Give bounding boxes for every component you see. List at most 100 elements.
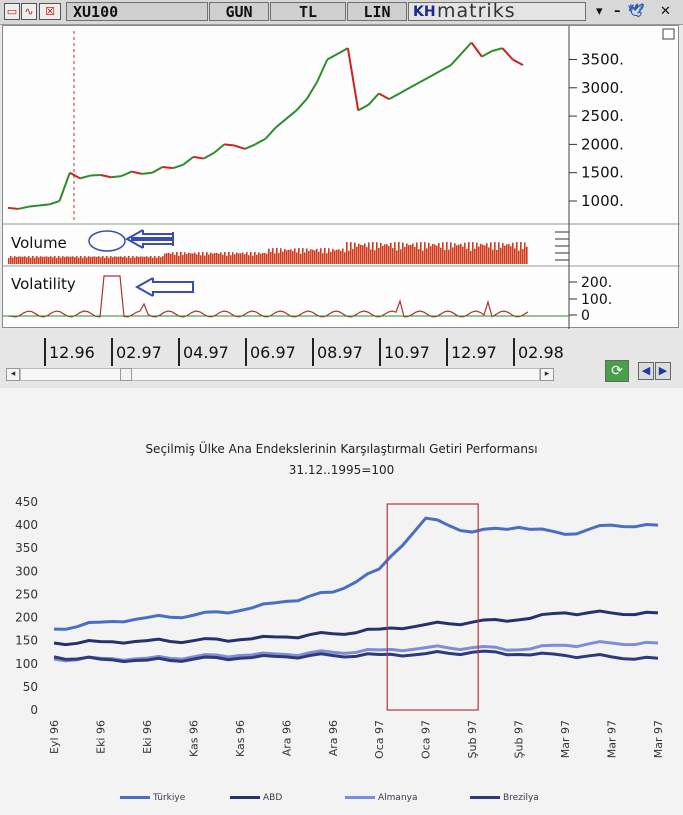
volume-bar <box>116 256 118 264</box>
x-tick-label: 10.97 <box>384 343 430 362</box>
volume-bar <box>80 256 82 264</box>
scale-button[interactable]: LIN <box>347 2 407 21</box>
x-tick-label: 06.97 <box>250 343 296 362</box>
volume-bar <box>468 242 470 264</box>
volume-bar <box>424 242 426 264</box>
volume-bar <box>106 256 108 264</box>
volume-bar <box>60 257 62 264</box>
price-segment <box>131 170 143 175</box>
volume-bar <box>436 245 438 264</box>
legend-label: ABD <box>263 793 283 803</box>
series-line-Brezilya <box>53 649 659 664</box>
volume-bar <box>502 243 504 264</box>
refresh-icon[interactable]: ⟳ <box>605 360 629 382</box>
volume-bar <box>118 256 120 264</box>
volume-bar <box>56 257 58 264</box>
volume-bar <box>132 256 134 264</box>
scrollbar-track[interactable] <box>20 368 540 381</box>
nav-next-icon[interactable]: ▶ <box>655 362 671 380</box>
volume-bar <box>136 256 138 264</box>
volume-bar <box>346 242 348 264</box>
close-icon[interactable]: ✕ <box>660 4 671 19</box>
volume-bar <box>110 256 112 264</box>
volume-bar <box>144 256 146 264</box>
price-segment <box>409 81 421 89</box>
price-segment <box>193 155 204 160</box>
chart-area[interactable]: 3500. 3000. 2500. 2000. 1500. 1000. 200. 100. 0… <box>2 25 680 329</box>
volume-bar <box>326 253 328 264</box>
volume-bar <box>524 242 526 264</box>
volume-bar <box>200 255 202 264</box>
volume-bar <box>378 247 380 264</box>
volume-bar <box>442 242 444 264</box>
price-segment <box>337 47 349 55</box>
volume-bar <box>456 245 458 264</box>
volume-bar <box>130 257 132 264</box>
volume-bar <box>90 256 92 264</box>
volume-bar <box>150 256 152 264</box>
volume-bar <box>480 243 482 264</box>
scroll-left-button[interactable]: ◂ <box>6 368 20 381</box>
scroll-right-button[interactable]: ▸ <box>540 368 554 381</box>
volume-bar <box>280 248 282 264</box>
volume-bar <box>500 247 502 264</box>
price-tick-label: 1500. <box>581 164 624 182</box>
price-segment <box>419 75 431 83</box>
volume-bar <box>86 257 88 264</box>
minimize-icon[interactable]: – <box>614 4 621 19</box>
brand-box: KH matriks <box>408 2 586 21</box>
volume-bar <box>330 251 332 264</box>
volume-bar <box>112 257 114 264</box>
volume-bar <box>294 248 296 264</box>
volume-bar <box>248 255 250 264</box>
volume-bar <box>312 249 314 264</box>
volume-bar <box>260 253 262 264</box>
price-segment <box>398 86 411 95</box>
price-segment <box>501 47 514 61</box>
bird-icon[interactable]: 🕊 <box>628 4 645 19</box>
volume-bar <box>198 252 200 264</box>
dropdown-icon[interactable]: ▾ <box>596 4 603 19</box>
x-tick-label: 12.97 <box>451 343 497 362</box>
period-button[interactable]: GUN <box>209 2 269 21</box>
volume-bar <box>422 250 424 264</box>
volume-bar <box>170 253 172 264</box>
volume-bar <box>382 245 384 264</box>
volume-bar <box>180 252 182 264</box>
price-segment <box>110 175 122 179</box>
currency-button[interactable]: TL <box>270 2 346 21</box>
volume-arrow-icon <box>124 229 174 249</box>
volume-bar <box>148 257 150 264</box>
price-segment <box>450 53 462 66</box>
volume-bar <box>212 253 214 264</box>
volume-bar <box>208 254 210 264</box>
volume-bar <box>380 242 382 264</box>
volume-bar <box>16 257 18 264</box>
series-line-Almanya <box>53 640 659 663</box>
x-tick-label: Oca 97 <box>420 720 433 759</box>
volume-bar <box>408 245 410 264</box>
price-segment <box>58 172 71 202</box>
volume-bar <box>366 247 368 264</box>
volume-bar <box>372 242 374 264</box>
nav-prev-icon[interactable]: ◀ <box>638 362 654 380</box>
volume-bar <box>512 242 514 264</box>
scrollbar-thumb[interactable] <box>120 368 132 381</box>
volume-bar <box>522 249 524 264</box>
volume-bar <box>236 252 238 264</box>
price-segment <box>264 126 277 140</box>
x-tick-label: 02.98 <box>518 343 564 362</box>
volume-bar <box>142 256 144 264</box>
symbol-field[interactable]: XU100 <box>66 2 208 21</box>
volume-bar <box>386 244 388 264</box>
volume-bar <box>342 248 344 264</box>
volume-bar <box>66 256 68 264</box>
volume-bar <box>362 245 364 264</box>
chart-type-icon[interactable]: ▭ <box>4 3 20 20</box>
indicator-icon[interactable]: ∿ <box>21 3 37 20</box>
volatility-arrow-icon <box>134 277 194 297</box>
price-segment <box>162 166 173 170</box>
volume-bar <box>352 248 354 264</box>
toggle-icon[interactable]: ☒ <box>39 3 61 20</box>
volume-bar <box>206 252 208 264</box>
